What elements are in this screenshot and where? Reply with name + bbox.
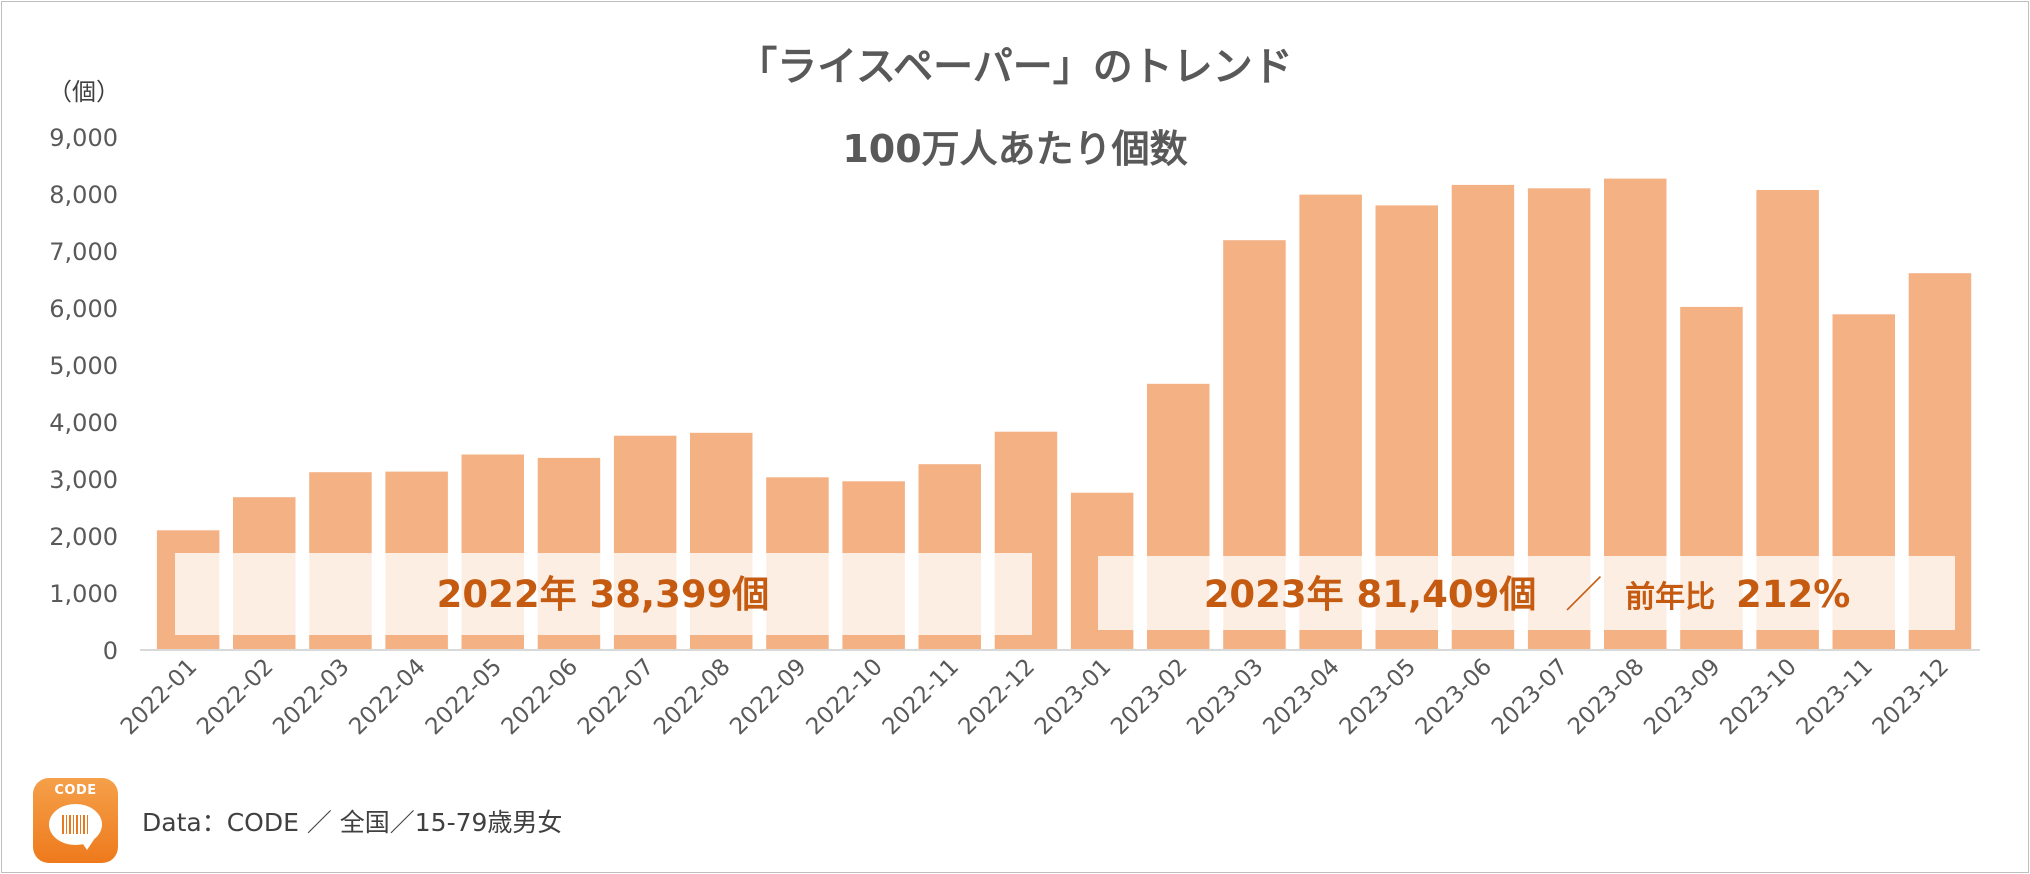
y-tick-label: 7,000 (49, 238, 118, 266)
data-source-text: Data：CODE ／ 全国／15-79歳男女 (142, 807, 563, 837)
y-tick-label: 9,000 (49, 124, 118, 152)
x-tick-label: 2022-06 (497, 654, 583, 740)
x-tick-label: 2022-03 (268, 654, 354, 740)
x-tick-label: 2022-02 (192, 654, 278, 740)
y-tick-label: 2,000 (49, 523, 118, 551)
x-tick-label: 2022-12 (954, 654, 1040, 740)
x-tick-label: 2023-04 (1258, 654, 1344, 740)
x-tick-label: 2022-07 (573, 654, 659, 740)
logo-wordmark: CODE (54, 783, 97, 798)
y-tick-label: 3,000 (49, 466, 118, 494)
x-tick-label: 2023-05 (1335, 654, 1421, 740)
y-tick-label: 1,000 (49, 580, 118, 608)
x-tick-label: 2022-05 (421, 654, 507, 740)
x-tick-label: 2022-11 (878, 654, 964, 740)
annotation-box-2023 (1098, 556, 1955, 630)
x-tick-label: 2022-08 (649, 654, 735, 740)
footer: CODE Data：CODE ／ 全国／15-79歳男女 (33, 778, 562, 863)
code-logo: CODE (33, 778, 118, 863)
x-tick-label: 2022-10 (801, 654, 887, 740)
x-tick-label: 2023-10 (1715, 654, 1801, 740)
chat-bubble-tail (79, 838, 95, 850)
y-axis-unit-label: （個） (48, 78, 120, 106)
annotation-box-2022 (175, 553, 1032, 635)
x-tick-label: 2023-08 (1563, 654, 1649, 740)
x-tick-label: 2023-06 (1411, 654, 1497, 740)
x-tick-label: 2022-04 (344, 654, 430, 740)
barcode-icon (62, 815, 89, 834)
y-tick-label: 0 (103, 637, 118, 665)
x-tick-label: 2023-02 (1106, 654, 1192, 740)
x-tick-label: 2022-09 (725, 654, 811, 740)
y-tick-label: 8,000 (49, 181, 118, 209)
x-tick-label: 2023-11 (1792, 654, 1878, 740)
annotation-ratio-value: 212% (1736, 573, 1850, 616)
x-tick-label: 2022-01 (116, 654, 202, 740)
y-axis-ticks: 0 1,000 2,000 3,000 4,000 5,000 6,000 7,000 8,00… (49, 124, 118, 665)
annotation-2023-total: 2023年 81,409個 (1204, 573, 1537, 616)
y-tick-label: 6,000 (49, 295, 118, 323)
annotation-2023: 2023年 81,409個 ／ 前年比 212% (1204, 573, 1851, 616)
x-tick-label: 2023-01 (1030, 654, 1116, 740)
x-tick-label: 2023-09 (1639, 654, 1725, 740)
chart-title: 「ライスペーパー」のトレンド (737, 44, 1293, 90)
x-tick-label: 2023-12 (1868, 654, 1954, 740)
x-axis-ticks: 2022-012022-022022-032022-042022-052022-… (116, 654, 1954, 740)
x-tick-label: 2023-07 (1487, 654, 1573, 740)
y-tick-label: 4,000 (49, 409, 118, 437)
annotation-ratio-label: 前年比 (1625, 580, 1715, 615)
x-tick-label: 2023-03 (1182, 654, 1268, 740)
chart-subtitle: 100万人あたり個数 (842, 127, 1187, 171)
y-tick-label: 5,000 (49, 352, 118, 380)
annotation-2022-total: 2022年 38,399個 (437, 573, 770, 616)
annotation-separator: ／ (1565, 573, 1602, 616)
